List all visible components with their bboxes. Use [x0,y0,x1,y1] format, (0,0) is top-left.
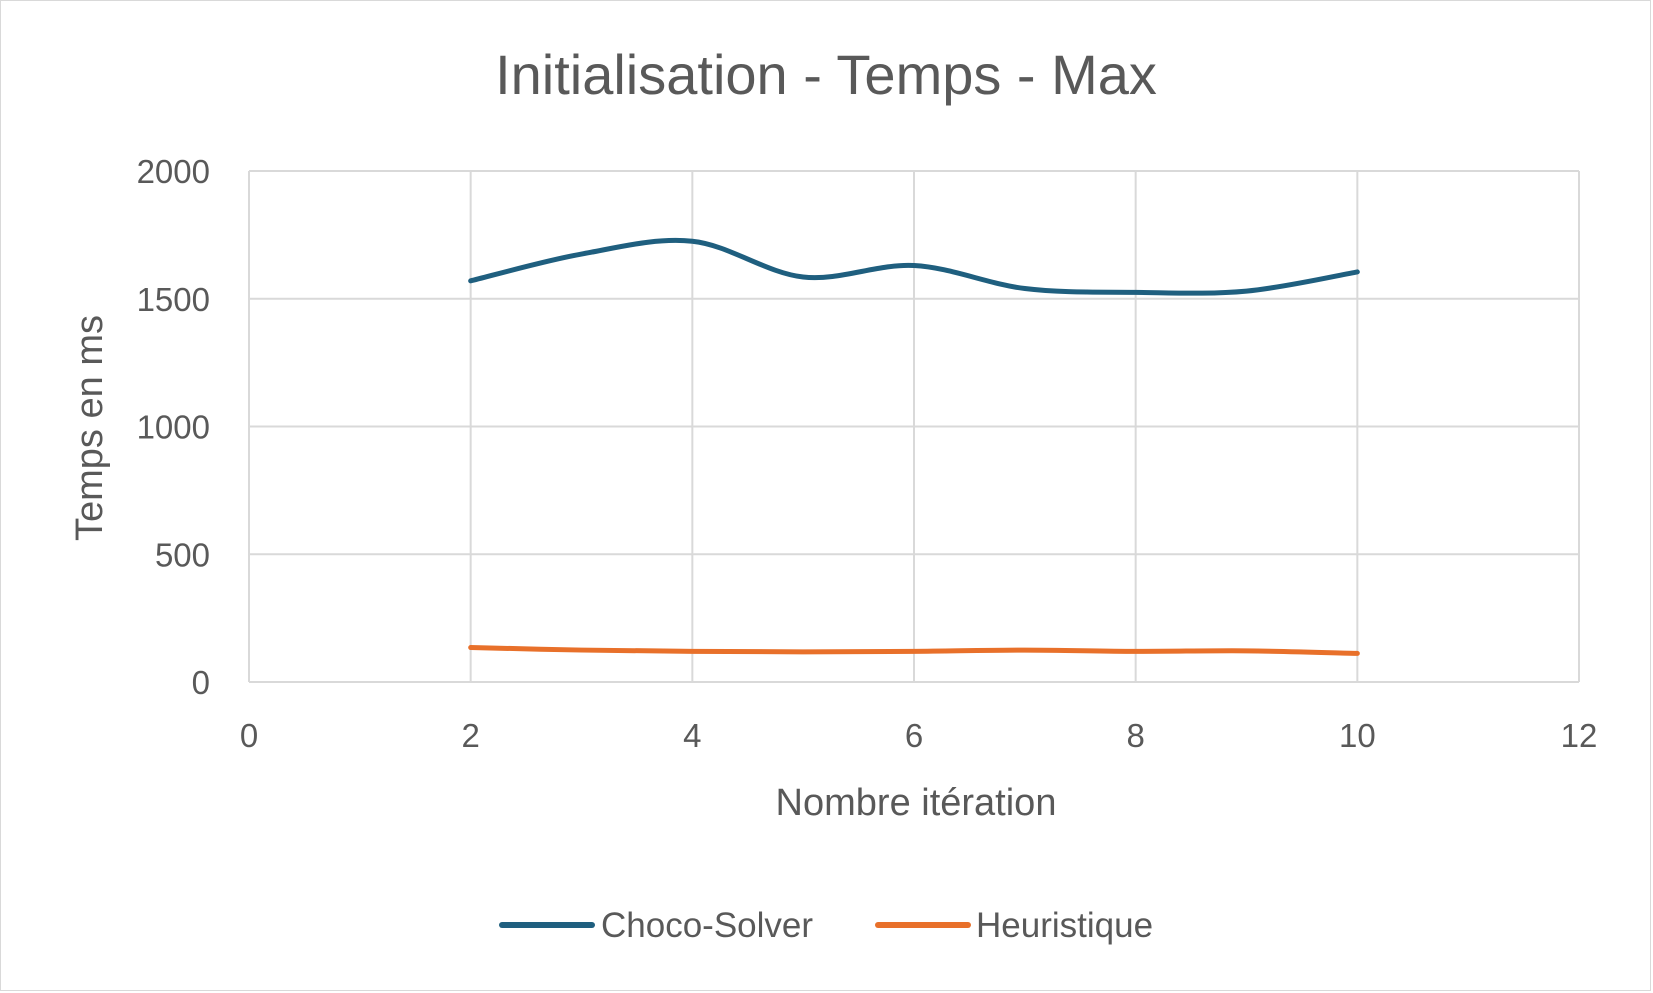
series-lines [468,237,1360,656]
y-tick-label: 2000 [137,153,210,190]
y-tick-label: 1500 [137,281,210,318]
series-line-heuristique [468,645,1360,656]
y-tick-label: 0 [192,664,210,701]
chart-title: Initialisation - Temps - Max [495,43,1157,106]
y-tick-label: 500 [155,536,210,573]
legend-label-choco-solver: Choco-Solver [601,906,813,945]
x-tick-label: 6 [905,717,923,754]
x-tick-label: 10 [1339,717,1376,754]
y-tick-label: 1000 [137,409,210,446]
x-tick-label: 8 [1126,717,1144,754]
y-axis-ticks: 0 500 1000 1500 2000 [137,153,210,701]
x-tick-label: 4 [683,717,701,754]
x-tick-label: 0 [240,717,258,754]
series-line-choco-solver [468,237,1360,296]
y-axis-label: Temps en ms [69,315,111,541]
x-tick-label: 2 [461,717,479,754]
x-axis-label: Nombre itération [776,782,1057,824]
grid-lines [248,170,1580,683]
x-axis-ticks: 0 2 4 6 8 10 12 [240,717,1598,754]
legend: Choco-Solver Heuristique [499,906,1153,945]
legend-label-heuristique: Heuristique [976,906,1153,945]
x-tick-label: 12 [1561,717,1598,754]
